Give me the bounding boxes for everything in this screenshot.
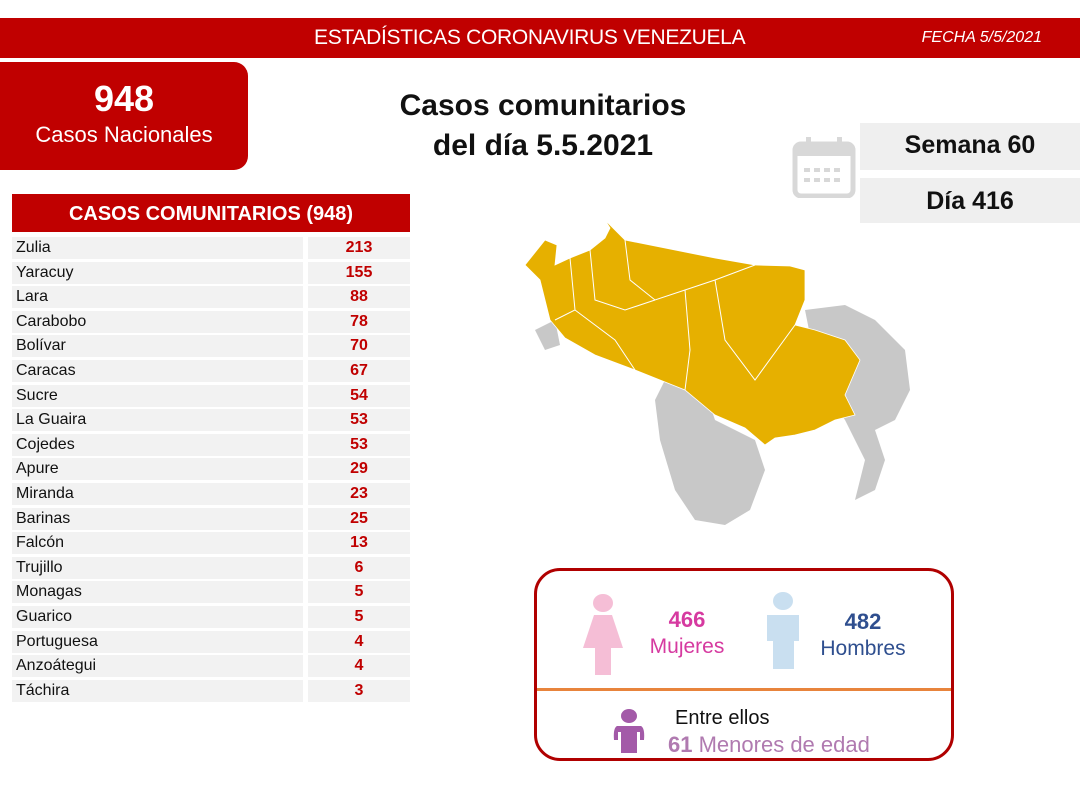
- men-count: 482: [844, 609, 882, 634]
- case-count: 4: [308, 630, 410, 653]
- minors-count: 61: [668, 732, 693, 757]
- table-row: Cojedes 53: [12, 433, 410, 456]
- state-name: Apure: [12, 458, 303, 481]
- table-row: Bolívar 70: [12, 335, 410, 358]
- case-count: 5: [308, 581, 410, 604]
- table-row: Monagas 5: [12, 581, 410, 604]
- table-row: Apure 29: [12, 458, 410, 481]
- table-row: Yaracuy 155: [12, 261, 410, 284]
- state-name: Guarico: [12, 606, 303, 628]
- case-count: 4: [308, 655, 410, 678]
- case-count: 88: [308, 286, 410, 309]
- table-row: Carabobo 78: [12, 310, 410, 333]
- minors-label: Menores de edad: [698, 732, 870, 757]
- calendar-icon: [792, 137, 856, 198]
- male-icon: [767, 592, 799, 669]
- case-count: 67: [308, 360, 410, 382]
- state-name: Zulia: [12, 237, 303, 259]
- women-count: 466: [668, 607, 706, 632]
- case-count: 13: [308, 532, 410, 555]
- table-row: Táchira 3: [12, 679, 410, 702]
- case-count: 23: [308, 483, 410, 505]
- child-icon: [613, 709, 645, 753]
- state-name: Carabobo: [12, 310, 303, 333]
- state-name: Barinas: [12, 507, 303, 530]
- header-bar: ESTADÍSTICAS CORONAVIRUS VENEZUELA FECHA…: [0, 18, 1080, 58]
- women-label: Mujeres: [649, 635, 725, 658]
- table-row: Barinas 25: [12, 507, 410, 530]
- case-count: 54: [308, 384, 410, 407]
- case-count: 6: [308, 556, 410, 579]
- state-name: La Guaira: [12, 409, 303, 432]
- divider: [537, 688, 951, 691]
- female-icon: [583, 594, 623, 675]
- state-name: Táchira: [12, 679, 303, 702]
- state-name: Monagas: [12, 581, 303, 604]
- state-name: Bolívar: [12, 335, 303, 358]
- table-row: Anzoátegui 4: [12, 655, 410, 678]
- case-count: 155: [308, 261, 410, 284]
- minors-intro: Entre ellos: [675, 707, 770, 729]
- case-count: 53: [308, 409, 410, 432]
- header-title: ESTADÍSTICAS CORONAVIRUS VENEZUELA: [314, 26, 746, 49]
- page-title: Casos comunitarios del día 5.5.2021: [360, 86, 726, 166]
- title-line-1: Casos comunitarios: [399, 89, 687, 122]
- minors-stat: 61 Menores de edad: [668, 732, 870, 758]
- case-count: 25: [308, 507, 410, 530]
- table-row: Zulia 213: [12, 237, 410, 259]
- case-count: 78: [308, 310, 410, 333]
- case-count: 29: [308, 458, 410, 481]
- table-row: Falcón 13: [12, 532, 410, 555]
- header-date: FECHA 5/5/2021: [921, 29, 1042, 46]
- title-line-2: del día 5.5.2021: [432, 129, 654, 162]
- table-row: Sucre 54: [12, 384, 410, 407]
- venezuela-map: [524, 220, 910, 525]
- table-row: Caracas 67: [12, 360, 410, 382]
- state-name: Lara: [12, 286, 303, 309]
- table-row: Trujillo 6: [12, 556, 410, 579]
- table-header: CASOS COMUNITARIOS (948): [12, 194, 410, 232]
- case-count: 53: [308, 433, 410, 456]
- state-name: Portuguesa: [12, 630, 303, 653]
- state-name: Anzoátegui: [12, 655, 303, 678]
- state-name: Yaracuy: [12, 261, 303, 284]
- national-cases-box: 948 Casos Nacionales: [0, 62, 248, 170]
- table-row: Miranda 23: [12, 483, 410, 505]
- table-row: Guarico 5: [12, 606, 410, 628]
- case-count: 213: [308, 237, 410, 259]
- state-name: Cojedes: [12, 433, 303, 456]
- case-count: 3: [308, 679, 410, 702]
- national-label: Casos Nacionales: [35, 122, 213, 147]
- men-label: Hombres: [820, 637, 906, 660]
- map-affected-region: [524, 220, 861, 446]
- table-row: Portuguesa 4: [12, 630, 410, 653]
- state-name: Falcón: [12, 532, 303, 555]
- state-name: Miranda: [12, 483, 303, 505]
- state-name: Caracas: [12, 360, 303, 382]
- state-name: Trujillo: [12, 556, 303, 579]
- state-name: Sucre: [12, 384, 303, 407]
- case-count: 5: [308, 606, 410, 628]
- table-row: La Guaira 53: [12, 409, 410, 432]
- men-stat: 482 Hombres: [807, 609, 919, 661]
- case-count: 70: [308, 335, 410, 358]
- national-count: 948: [93, 78, 155, 119]
- day-box: Día 416: [860, 178, 1080, 223]
- women-stat: 466 Mujeres: [632, 607, 742, 659]
- week-box: Semana 60: [860, 123, 1080, 170]
- table-row: Lara 88: [12, 286, 410, 309]
- gender-breakdown-box: 466 Mujeres 482 Hombres Entre ellos 61 M…: [534, 568, 954, 761]
